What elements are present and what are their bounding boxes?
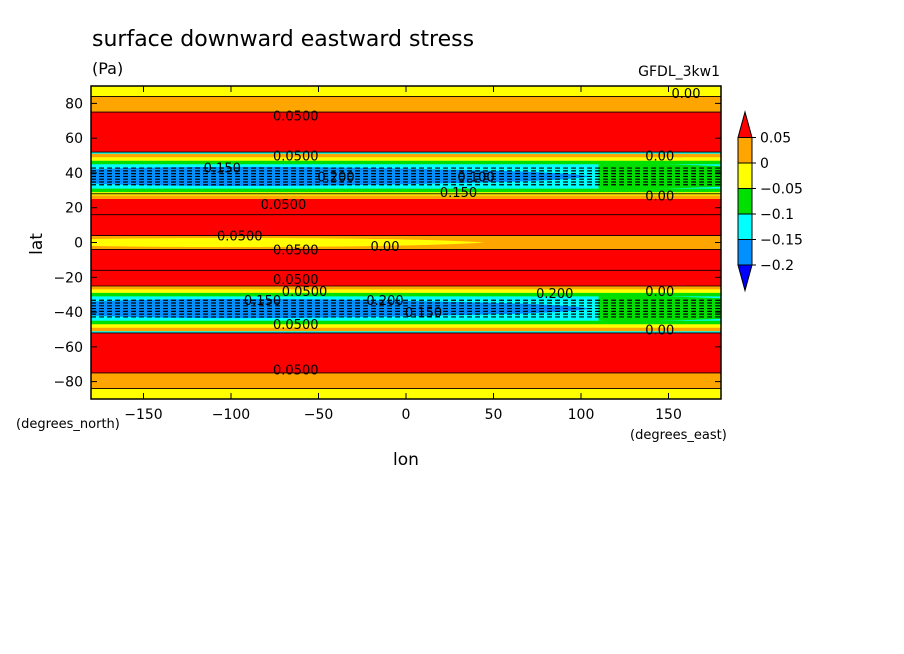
y-tick-label-40: 40: [65, 166, 83, 182]
y-tick-label--20: −20: [53, 270, 83, 286]
band-5: [91, 249, 721, 271]
colorbar-label-4: −0.15: [760, 233, 803, 249]
model-label: GFDL_3kw1: [638, 64, 720, 80]
x-axis: −150 −100 −50 0 50 100 150: [124, 86, 682, 423]
chart-units: (Pa): [92, 59, 123, 78]
contour-label-11: 0.00: [371, 240, 400, 255]
y-tick-label-60: 60: [65, 131, 83, 147]
contour-label-0: 0.0500: [273, 110, 319, 125]
colorbar-swatch-5: [737, 239, 753, 266]
colorbar-label-0: 0.05: [760, 131, 791, 147]
contour-label-21: 0.0500: [273, 363, 319, 378]
y-tick-label--40: −40: [53, 305, 83, 321]
contour-label-19: 0.0500: [273, 318, 319, 333]
band-8: [91, 193, 721, 215]
colorbar-swatch-3: [737, 188, 753, 215]
colorbar-label-5: −0.2: [760, 258, 794, 274]
contour-label-22: 0.00: [672, 87, 701, 102]
contour-label-16: 0.200: [536, 287, 573, 302]
band-1: [91, 372, 721, 389]
x-units-label: (degrees_east): [630, 428, 727, 443]
contour-label-2: 0.150: [204, 162, 241, 177]
band-7: [91, 214, 721, 236]
x-axis-label: lon: [393, 450, 419, 470]
contour-label-18: 0.150: [405, 306, 442, 321]
band-4: [91, 270, 721, 286]
x-tick-label--50: −50: [304, 407, 334, 423]
colorbar-swatch-2: [737, 162, 753, 189]
contour-label-8: 0.0500: [261, 198, 307, 213]
colorbar-arrow-top: [737, 110, 753, 138]
colorbar-label-2: −0.05: [760, 182, 803, 198]
band-2: [91, 332, 721, 373]
x-tick-label--150: −150: [124, 407, 162, 423]
y-tick-label-0: 0: [74, 236, 83, 252]
y-tick-label-80: 80: [65, 96, 83, 112]
y-units-label: (degrees_north): [16, 417, 120, 432]
band-11: [91, 96, 721, 113]
contour-label-17: 0.00: [645, 285, 674, 300]
contour-label-5: 0.150: [440, 186, 477, 201]
contour-label-1: 0.0500: [273, 150, 319, 165]
equatorial-yellow: [91, 237, 485, 248]
contour-label-9: 0.0500: [217, 230, 263, 245]
contour-label-13: 0.0500: [282, 285, 328, 300]
contour-label-3: 0.200: [317, 170, 354, 185]
chart-title: surface downward eastward stress: [92, 27, 474, 52]
colorbar: 0.05 0 −0.05 −0.1 −0.15 −0.2: [737, 110, 803, 293]
y-tick-label--60: −60: [53, 340, 83, 356]
x-tick-label-50: 50: [485, 407, 503, 423]
contour-label-10: 0.0500: [273, 243, 319, 258]
contour-label-15: 0.200: [366, 294, 403, 309]
contour-label-6: 0.00: [645, 150, 674, 165]
contour-label-4: 0.100: [457, 170, 494, 185]
colorbar-label-3: −0.1: [760, 207, 794, 223]
colorbar-label-1: 0: [760, 156, 769, 172]
x-tick-label-150: 150: [655, 407, 682, 423]
y-axis: −80 −60 −40 −20 0 20 40 60 80: [53, 96, 721, 391]
y-tick-label--80: −80: [53, 375, 83, 391]
x-tick-label-100: 100: [568, 407, 595, 423]
colorbar-swatch-4: [737, 213, 753, 240]
band-10: [91, 112, 721, 153]
y-axis-label: lat: [27, 233, 47, 255]
x-tick-label--100: −100: [212, 407, 250, 423]
x-tick-label-0: 0: [402, 407, 411, 423]
colorbar-swatch-1: [737, 137, 753, 164]
contour-label-14: 0.150: [244, 294, 281, 309]
y-tick-label-20: 20: [65, 201, 83, 217]
contour-label-20: 0.00: [645, 323, 674, 338]
contour-label-12: 0.0500: [273, 273, 319, 288]
colorbar-arrow-bottom: [737, 264, 753, 293]
contour-label-7: 0.00: [645, 190, 674, 205]
